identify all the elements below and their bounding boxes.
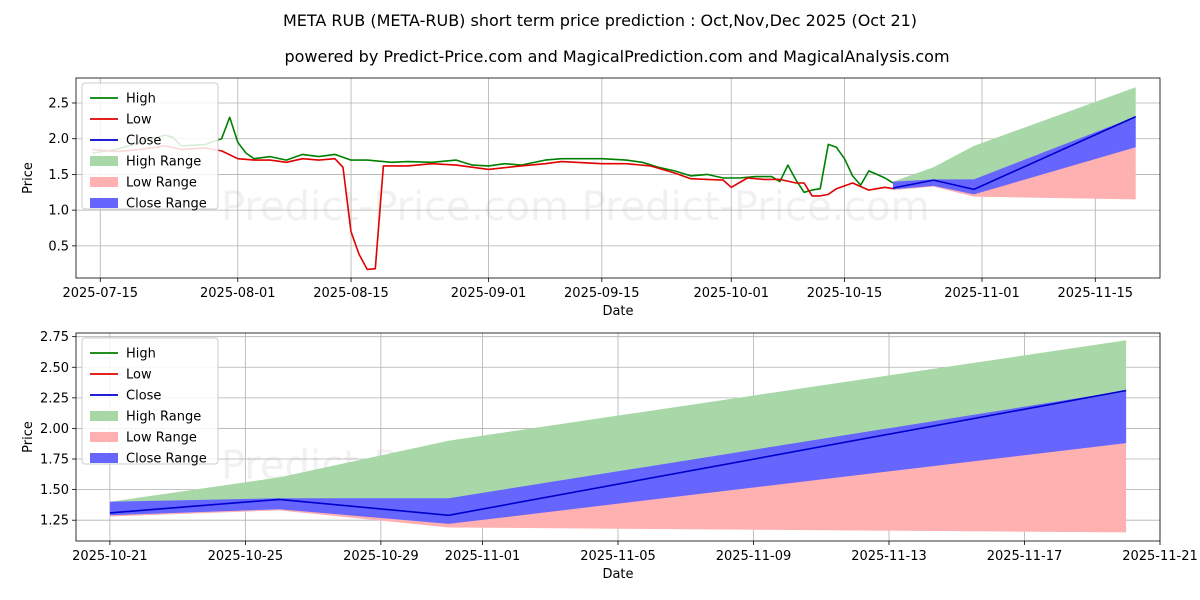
plot-frame-1 <box>75 77 1161 279</box>
y-tick-label-1-2: 1.5 <box>48 168 69 183</box>
y-tick-label-2-0: 1.25 <box>40 514 69 529</box>
lower-plot: Predict-Price.com Predict-Price.com2025-… <box>21 330 1198 582</box>
y-axis-label-1: Price <box>21 162 36 194</box>
x-tick-label-1-6: 2025-10-15 <box>807 286 883 301</box>
y-tick-label-2-4: 2.25 <box>40 391 69 406</box>
x-tick-label-2-7: 2025-11-17 <box>987 549 1063 564</box>
y-tick-label-1-3: 2.0 <box>48 132 69 147</box>
y-tick-label-1-1: 1.0 <box>48 204 69 219</box>
legend-swatch-1-3 <box>90 156 118 166</box>
legend-swatch-2-5 <box>90 453 118 463</box>
x-tick-label-1-8: 2025-11-15 <box>1058 286 1134 301</box>
x-tick-label-2-2: 2025-10-29 <box>343 549 419 564</box>
y-tick-label-2-5: 2.50 <box>40 361 69 376</box>
legend-label-2-1: Low <box>126 368 152 383</box>
x-axis-label-1: Date <box>602 304 633 319</box>
y-tick-label-2-2: 1.75 <box>40 453 69 468</box>
high-range-band-1 <box>893 87 1136 193</box>
upper-plot: Predict-Price.com Predict-Price.com 2025-… <box>21 77 1161 319</box>
x-tick-label-2-5: 2025-11-09 <box>716 549 792 564</box>
chart-subtitle: powered by Predict-Price.com and Magical… <box>284 47 949 66</box>
x-tick-label-2-8: 2025-11-21 <box>1122 549 1198 564</box>
x-tick-label-1-1: 2025-08-01 <box>200 286 276 301</box>
x-tick-label-1-5: 2025-10-01 <box>693 286 769 301</box>
x-tick-label-2-1: 2025-10-25 <box>208 549 284 564</box>
legend-swatch-1-4 <box>90 177 118 187</box>
legend-label-1-0: High <box>126 92 156 107</box>
legend-label-1-1: Low <box>126 113 152 128</box>
legend-swatch-1-5 <box>90 198 118 208</box>
y-tick-label-2-6: 2.75 <box>40 330 69 345</box>
legend-label-2-2: Close <box>126 389 161 404</box>
legend-2: High Low Close High Range Low Range Close Ran… <box>81 337 219 467</box>
y-axis-label-2: Price <box>21 421 36 453</box>
x-tick-label-1-7: 2025-11-01 <box>944 286 1020 301</box>
legend-swatch-2-3 <box>90 411 118 421</box>
y-tick-label-2-1: 1.50 <box>40 483 69 498</box>
legend-swatch-2-4 <box>90 432 118 442</box>
watermark-1: Predict-Price.com Predict-Price.com <box>221 184 930 230</box>
chart-title: META RUB (META-RUB) short term price pre… <box>283 11 917 30</box>
y-tick-label-1-0: 0.5 <box>48 239 69 254</box>
legend-label-1-2: Close <box>126 134 161 149</box>
legend-label-2-0: High <box>126 347 156 362</box>
x-tick-label-1-3: 2025-09-01 <box>451 286 527 301</box>
legend-label-1-4: Low Range <box>126 176 197 191</box>
legend-label-1-5: Close Range <box>126 197 207 212</box>
close-line-1 <box>892 115 1137 191</box>
legend-label-2-3: High Range <box>126 410 201 425</box>
close-range-band-2 <box>109 390 1127 524</box>
close-line-2 <box>109 389 1127 517</box>
x-tick-label-1-0: 2025-07-15 <box>62 286 138 301</box>
legend-label-1-3: High Range <box>126 155 201 170</box>
high-line-1 <box>92 116 894 194</box>
x-tick-label-2-6: 2025-11-13 <box>851 549 927 564</box>
close-range-band-1 <box>893 116 1136 195</box>
y-tick-label-2-3: 2.00 <box>40 422 69 437</box>
high-range-band-2 <box>109 340 1127 521</box>
y-tick-label-1-4: 2.5 <box>48 97 69 112</box>
legend-label-2-5: Close Range <box>126 452 207 467</box>
x-tick-label-2-3: 2025-11-01 <box>445 549 521 564</box>
x-tick-label-1-4: 2025-09-15 <box>564 286 640 301</box>
legend-1: High Low Close High Range Low Range Close Ran… <box>81 82 219 212</box>
low-line-1 <box>92 145 894 271</box>
x-tick-label-2-0: 2025-10-21 <box>72 549 148 564</box>
x-tick-label-1-2: 2025-08-15 <box>313 286 389 301</box>
x-tick-label-2-4: 2025-11-05 <box>580 549 656 564</box>
legend-label-2-4: Low Range <box>126 431 197 446</box>
x-axis-label-2: Date <box>602 567 633 582</box>
